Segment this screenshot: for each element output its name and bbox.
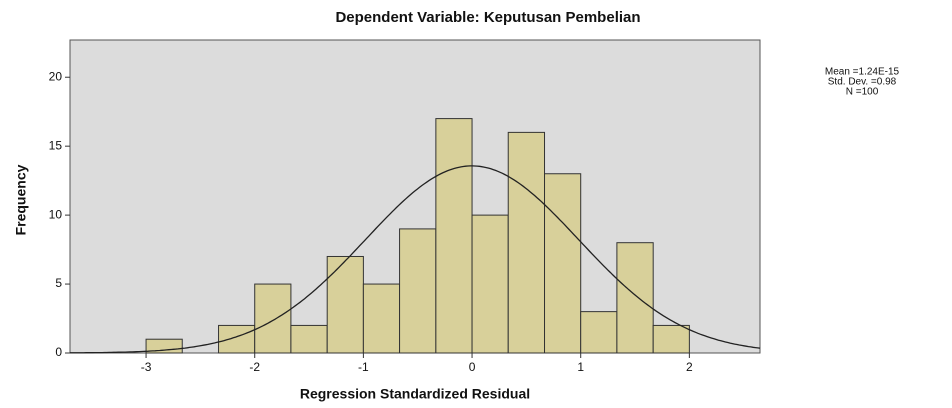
bar — [218, 324, 256, 354]
bar — [254, 283, 292, 354]
bar — [362, 283, 401, 354]
y-tick-label: 15 — [49, 138, 63, 152]
chart-title: Dependent Variable: Keputusan Pembelian — [335, 9, 640, 26]
x-tick-label: 2 — [686, 360, 693, 374]
bar — [580, 311, 618, 354]
x-tick-label: -3 — [141, 360, 152, 374]
normal-curve — [70, 165, 761, 354]
bar — [326, 255, 364, 354]
bar — [507, 131, 546, 354]
y-tick-label: 5 — [55, 276, 62, 290]
y-tick-label: 0 — [55, 345, 62, 359]
bar — [652, 324, 690, 354]
x-tick-label: -2 — [249, 360, 260, 374]
x-axis-label: Regression Standardized Residual — [300, 386, 530, 402]
y-tick-label: 20 — [49, 69, 63, 83]
x-tick-label: 1 — [577, 360, 584, 374]
bar — [399, 228, 437, 354]
x-tick-label: -1 — [358, 360, 369, 374]
stat-n: N =100 — [846, 87, 879, 98]
bar — [544, 173, 582, 354]
stat-mean: Mean =1.24E-15 — [825, 67, 900, 78]
y-axis-label: Frequency — [13, 164, 29, 235]
stat-sd: Std. Dev. =0.98 — [828, 77, 897, 88]
bar — [616, 242, 654, 354]
bar — [471, 214, 509, 354]
x-tick-label: 0 — [469, 360, 476, 374]
y-tick-label: 10 — [49, 207, 63, 221]
bar — [290, 324, 328, 354]
bar — [435, 118, 473, 354]
